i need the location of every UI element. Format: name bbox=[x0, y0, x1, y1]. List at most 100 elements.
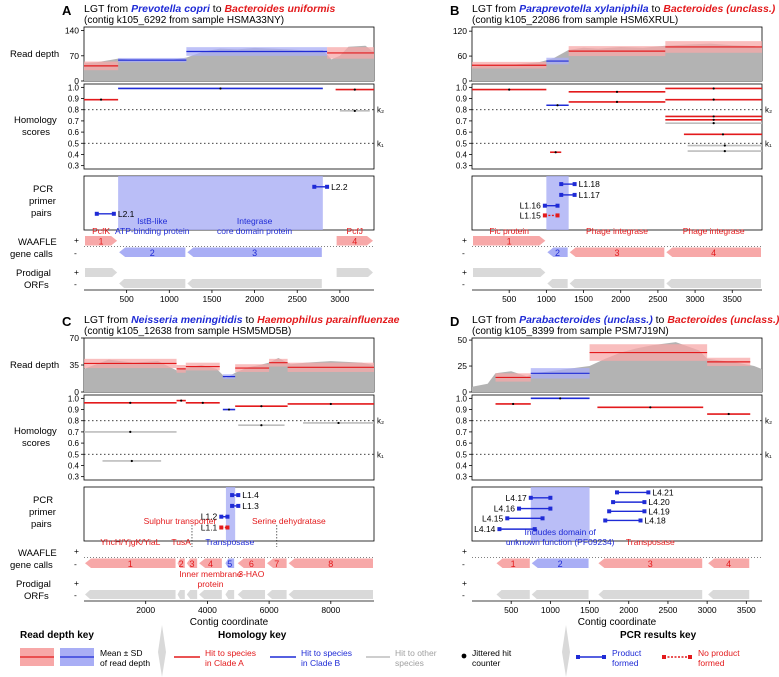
homology-tick-label: 0.8 bbox=[456, 417, 468, 426]
row-label-orfs: ORFs bbox=[24, 591, 49, 602]
primer-label: L4.21 bbox=[652, 487, 674, 497]
panel-b: B LGT from Paraprevotella xylaniphila to … bbox=[450, 3, 776, 304]
gene-label: 3-HAO bbox=[238, 569, 264, 579]
x-tick-label: 6000 bbox=[260, 605, 279, 615]
gene-label: Integrase bbox=[237, 216, 273, 226]
key-product-end bbox=[602, 655, 606, 659]
primer-right bbox=[548, 495, 553, 500]
orf-arrow bbox=[85, 268, 118, 277]
gene-label: Sulphur transporter bbox=[144, 516, 217, 526]
hit-counter-dot bbox=[227, 408, 231, 411]
primer-left bbox=[607, 509, 612, 514]
recipient-name: Haemophilus parainfluenzae bbox=[257, 314, 400, 326]
primer-label: L1.4 bbox=[242, 490, 259, 500]
hit-counter-dot bbox=[99, 98, 103, 101]
gene-number: 1 bbox=[507, 236, 512, 246]
primer-left bbox=[615, 490, 619, 495]
row-label-homology: Homology bbox=[14, 115, 57, 126]
panel-letter: D bbox=[450, 314, 459, 329]
primer-left bbox=[219, 514, 224, 519]
homology-tick-label: 0.4 bbox=[456, 150, 468, 159]
donor-name: Prevotella copri bbox=[131, 3, 211, 15]
depth-tick-label: 120 bbox=[453, 26, 467, 36]
panel-subtitle: (contig k105_12638 from sample HSM5MD5B) bbox=[84, 326, 291, 337]
key-noproduct-end bbox=[688, 655, 692, 659]
primer-left bbox=[559, 192, 564, 197]
primer-label: L4.16 bbox=[494, 504, 516, 514]
gene-number: 2 bbox=[150, 248, 155, 258]
gene-arrow bbox=[336, 236, 373, 246]
x-tick-label: 1000 bbox=[160, 294, 179, 304]
gene-number: 2 bbox=[179, 559, 184, 569]
primer-left bbox=[497, 527, 502, 532]
homology-tick-label: 0.7 bbox=[68, 428, 80, 437]
homology-tick-label: 0.4 bbox=[68, 150, 80, 159]
key-separator bbox=[562, 625, 570, 677]
primer-left bbox=[542, 213, 547, 218]
recipient-name: Bacteroides (unclass.) bbox=[667, 314, 779, 326]
key-jitter-label: Jittered hit bbox=[472, 648, 512, 658]
hit-counter-dot bbox=[329, 402, 332, 406]
gene-number: 3 bbox=[252, 248, 257, 258]
x-tick-label: 1000 bbox=[541, 605, 560, 615]
panel-letter: C bbox=[62, 314, 72, 329]
primer-left bbox=[517, 506, 522, 511]
key-noproduct-end bbox=[662, 655, 666, 659]
homology-tick-label: 0.5 bbox=[68, 139, 80, 148]
panel-title: LGT from Prevotella copri to Bacteroides… bbox=[84, 3, 335, 15]
gene-arrow bbox=[666, 247, 761, 257]
threshold-label-k2: k₂ bbox=[765, 106, 772, 115]
gene-label: core domain protein bbox=[217, 226, 292, 236]
gene-number: 4 bbox=[711, 248, 716, 258]
x-tick-label: 2000 bbox=[619, 605, 638, 615]
homology-tick-label: 0.9 bbox=[68, 95, 80, 104]
primer-region bbox=[530, 487, 590, 541]
homology-tick-label: 0.8 bbox=[68, 106, 80, 115]
hit-counter-dot bbox=[556, 104, 559, 107]
strand-minus: - bbox=[74, 590, 77, 600]
primer-right bbox=[532, 527, 537, 532]
panel-c: C LGT from Neisseria meningitidis to Haem… bbox=[10, 314, 400, 628]
homology-frame bbox=[471, 394, 763, 481]
x-tick-label: 3500 bbox=[723, 294, 742, 304]
row-label-pairs: pairs bbox=[31, 208, 52, 219]
panel-letter: B bbox=[450, 3, 459, 18]
gene-label: Includes domain of bbox=[524, 527, 596, 537]
hit-counter-dot bbox=[129, 401, 132, 404]
homology-tick-label: 0.3 bbox=[68, 473, 80, 482]
homology-tick-label: 0.5 bbox=[456, 139, 468, 148]
homology-tick-label: 0.8 bbox=[456, 106, 468, 115]
hit-counter-dot bbox=[615, 100, 619, 103]
gene-arrow bbox=[531, 558, 589, 568]
homology-tick-label: 0.6 bbox=[456, 439, 468, 448]
hit-counter-dot bbox=[723, 144, 726, 147]
strand-minus: - bbox=[74, 279, 77, 289]
x-tick-label: 2500 bbox=[288, 294, 307, 304]
x-tick-label: 2000 bbox=[136, 605, 155, 615]
hit-counter-dot bbox=[201, 401, 204, 404]
row-label-gene-calls: gene calls bbox=[10, 249, 53, 260]
gene-label: Fic protein bbox=[489, 226, 529, 236]
orf-arrow bbox=[336, 268, 373, 277]
primer-left bbox=[528, 495, 533, 500]
orf-arrow bbox=[547, 279, 568, 288]
title-mid: to bbox=[653, 314, 668, 326]
panel-d: D LGT from Parabacteroides (unclass.) to … bbox=[450, 314, 779, 628]
orf-arrow bbox=[267, 590, 287, 599]
orf-arrow bbox=[177, 590, 185, 599]
gene-label: protein bbox=[197, 579, 223, 589]
gene-arrow bbox=[237, 558, 266, 568]
key-hit-b-label: in Clade B bbox=[301, 658, 341, 668]
row-label-orfs: ORFs bbox=[24, 280, 49, 291]
gene-label: Transposase bbox=[626, 537, 675, 547]
primer-region bbox=[225, 487, 236, 541]
homology-tick-label: 0.6 bbox=[68, 128, 80, 137]
gene-number: 3 bbox=[614, 248, 619, 258]
strand-minus: - bbox=[462, 559, 465, 569]
hit-counter-dot bbox=[353, 109, 356, 112]
depth-tick-label: 0 bbox=[462, 387, 467, 397]
key-title-depth: Read depth key bbox=[20, 630, 94, 641]
hit-counter-dot bbox=[337, 421, 340, 425]
strand-plus: + bbox=[74, 578, 79, 588]
gene-arrow bbox=[199, 558, 222, 568]
